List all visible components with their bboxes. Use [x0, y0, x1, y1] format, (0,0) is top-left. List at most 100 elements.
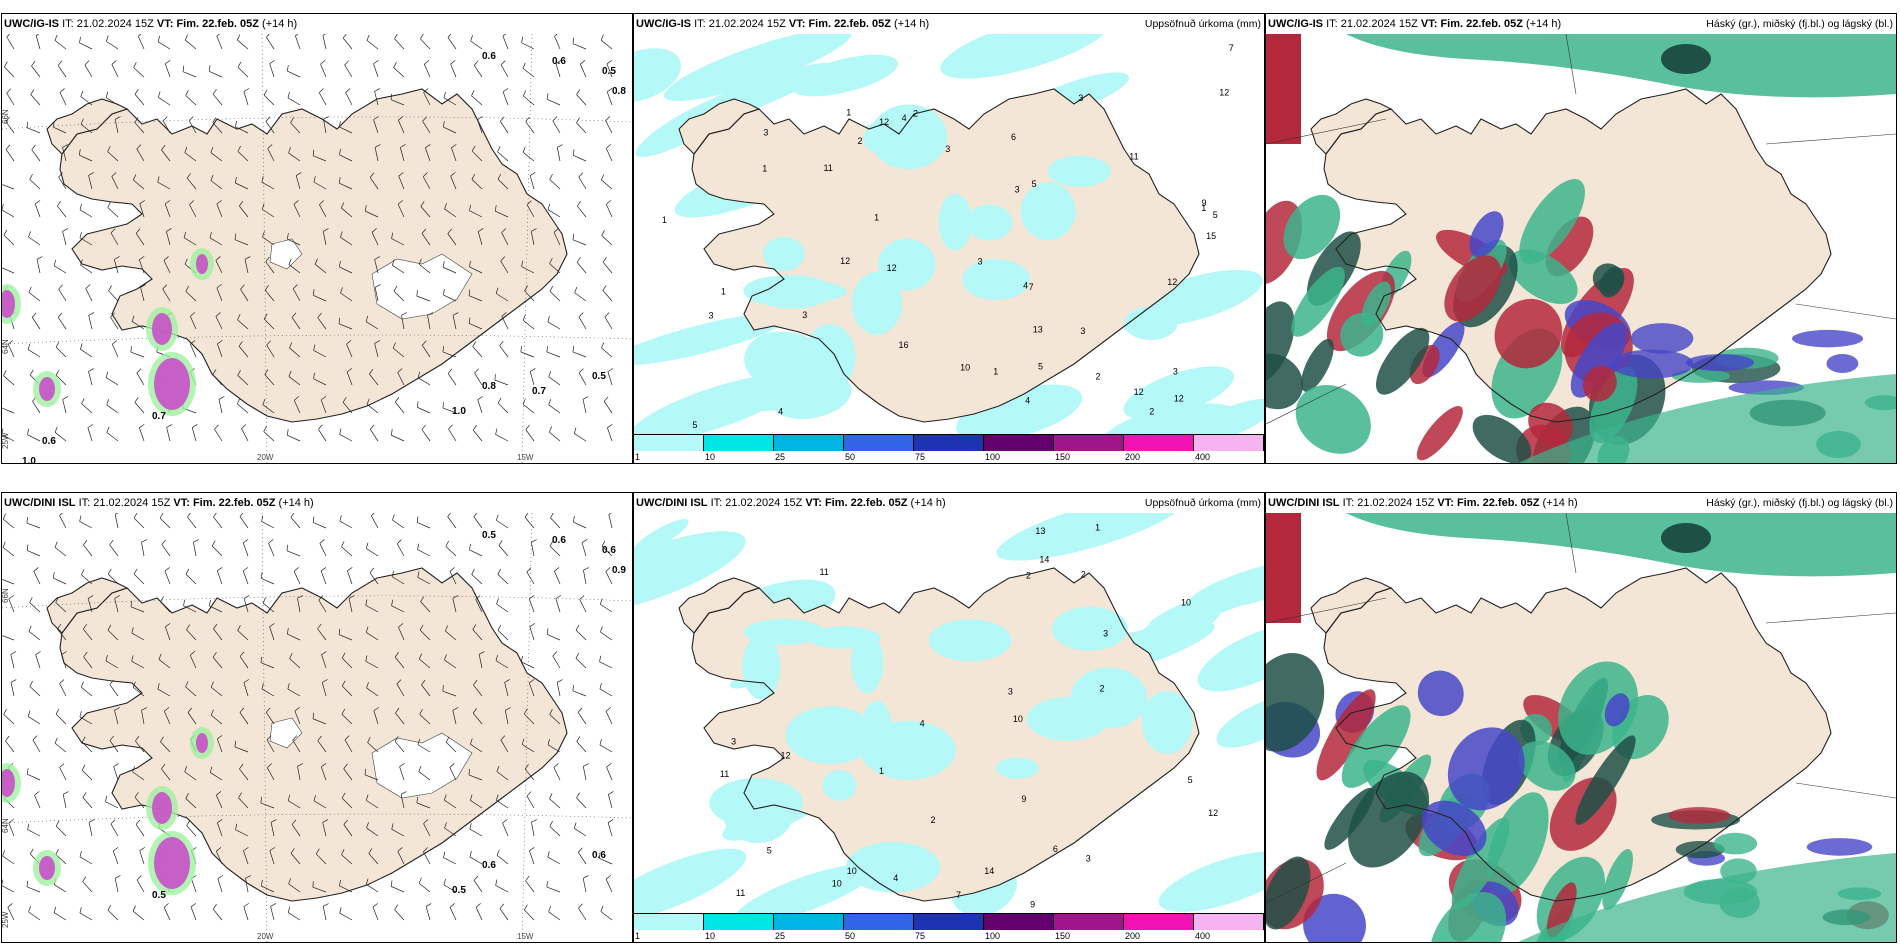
wind-barb-flag: [449, 567, 455, 572]
wind-barb: [394, 656, 405, 669]
wind-barb-flag: [240, 284, 245, 290]
wind-barb: [240, 289, 249, 302]
wind-barb: [423, 851, 431, 865]
wind-barb: [141, 710, 145, 725]
precip-swath: [791, 54, 899, 97]
wind-barb: [217, 343, 223, 358]
wind-barb-flag: [31, 144, 36, 150]
wind-barb-flag: [218, 396, 225, 400]
wind-barb-flag: [6, 34, 11, 38]
precip-swath: [1123, 366, 1235, 420]
wind-barb: [548, 404, 561, 414]
cloud-patch: [1575, 735, 1636, 825]
wind-barb-flag: [447, 513, 452, 517]
wind-barb: [608, 514, 613, 529]
wind-barb: [131, 660, 145, 669]
wind-barb: [135, 740, 145, 753]
wind-barb-flag: [578, 312, 584, 318]
wind-barb: [109, 544, 119, 557]
wind-barb-flag: [394, 736, 399, 742]
wind-barb: [262, 602, 275, 613]
wind-barb-flag: [315, 848, 320, 855]
wind-barb-flag: [7, 903, 13, 908]
wind-barb-flag: [420, 34, 424, 39]
wind-barb: [29, 686, 41, 697]
wind-barb-flag: [599, 655, 602, 662]
precip-patch: [850, 632, 884, 694]
precip-patch: [1020, 182, 1076, 241]
wind-barb-flag: [572, 345, 574, 352]
wind-barb: [500, 739, 509, 753]
wind-barb-flag: [162, 284, 168, 290]
cloud-patch: [1630, 323, 1694, 354]
wind-barb-flag: [450, 60, 456, 65]
wind-barb: [133, 67, 145, 78]
wind-barb-flag: [212, 652, 217, 658]
wind-barb-flag: [320, 60, 326, 65]
wind-barb: [235, 829, 249, 837]
wind-barb: [189, 204, 197, 218]
wind-barb-flag: [293, 200, 299, 205]
wind-barb-flag: [28, 625, 32, 632]
wind-barb-flag: [397, 200, 403, 205]
colorbar-swatch: [1124, 435, 1194, 451]
wind-barb: [7, 907, 15, 921]
wind-barb-flag: [5, 735, 10, 742]
precip-value: 2: [930, 815, 935, 825]
wind-barb-flag: [547, 203, 551, 210]
wind-barb-flag: [289, 653, 293, 659]
wind-barb: [187, 516, 197, 529]
axis-label-lat64: 64N: [2, 339, 10, 354]
wind-barbs: [2, 513, 614, 921]
wind-barb-flag: [501, 312, 507, 317]
wind-barb-flag: [8, 819, 14, 824]
wind-barb-flag: [390, 880, 393, 887]
wind-barb: [270, 822, 275, 837]
wind-barb: [88, 822, 93, 837]
precip-value: 3: [1015, 184, 1020, 194]
axis-label-lon25: 25W: [2, 432, 10, 449]
wind-barb-flag: [374, 144, 381, 148]
wind-barb: [399, 147, 405, 162]
glacier-patch: [371, 732, 473, 799]
wind-barb: [62, 231, 67, 246]
precip-value: 4: [778, 406, 783, 416]
wind-barb: [2, 547, 15, 557]
wind-barb: [531, 822, 535, 837]
region-borders: [1266, 34, 1896, 425]
wind-barb-flag: [80, 118, 84, 125]
panel-title: UWC/IG-IS IT: 21.02.2024 15Z VT: Fim. 22…: [4, 18, 298, 30]
wind-barb-flag: [157, 91, 161, 98]
precip-value: 3: [708, 311, 713, 321]
wind-barb: [110, 232, 119, 246]
wind-barb: [133, 179, 145, 190]
precip-value: 10: [832, 879, 842, 889]
wind-barb: [79, 42, 93, 50]
wind-barb: [262, 209, 275, 218]
wind-barb: [312, 718, 327, 725]
wind-barb-flag: [505, 707, 511, 711]
wind-barb: [239, 768, 249, 781]
wind-barb-flag: [160, 596, 164, 602]
wind-barb-flag: [549, 285, 554, 292]
wind-barb: [79, 856, 93, 865]
wind-barb: [500, 121, 509, 134]
wind-barb-flag: [444, 625, 449, 632]
wind-barb-flag: [496, 765, 500, 772]
wind-barb-flag: [88, 819, 95, 823]
wind-barb-flag: [323, 116, 329, 120]
wind-barb: [107, 151, 119, 162]
wind-barb-flag: [547, 738, 550, 745]
wind-barb: [496, 771, 509, 781]
wind-barb: [338, 323, 353, 330]
cloud-patch: [1429, 891, 1507, 942]
wind-value: 0.5: [602, 66, 616, 77]
wind-barb-flag: [366, 34, 370, 41]
wind-barb: [600, 39, 613, 50]
wind-barb-flag: [234, 740, 236, 747]
wind-barb-flag: [574, 287, 578, 293]
wind-barb: [392, 264, 405, 274]
wind-barb: [265, 261, 275, 274]
colorbar-label: 25: [775, 931, 786, 941]
wind-barb-flag: [112, 847, 119, 852]
